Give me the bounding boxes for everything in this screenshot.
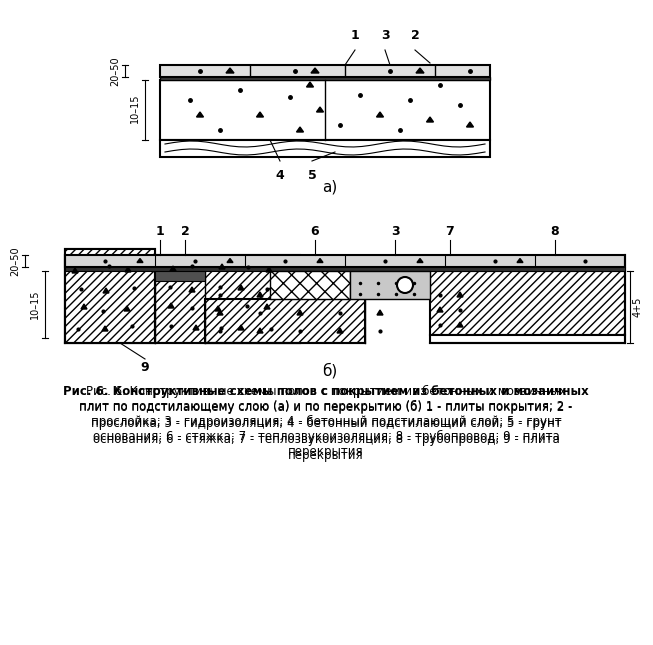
Text: прослойка; 3 - гидроизоляция; 4 - бетонный подстилающий слой; 5 - грунт: прослойка; 3 - гидроизоляция; 4 - бетонн… [91,417,562,430]
Polygon shape [238,285,244,290]
Polygon shape [193,325,199,330]
Polygon shape [416,68,424,73]
Polygon shape [137,259,143,263]
Polygon shape [296,127,304,132]
Polygon shape [72,268,78,273]
Polygon shape [457,292,463,297]
Bar [430,271,625,335]
Polygon shape [426,117,434,122]
Bar [205,299,365,343]
Polygon shape [217,310,223,315]
Bar [160,65,490,77]
Text: 1: 1 [155,225,165,238]
Text: 1: 1 [351,29,359,42]
Bar [155,271,205,281]
Polygon shape [257,112,264,117]
Polygon shape [219,264,225,269]
Text: 7: 7 [445,225,454,238]
Polygon shape [226,68,234,73]
Bar [270,271,350,299]
Text: 9: 9 [140,361,150,374]
Polygon shape [215,306,221,311]
Text: перекрытия: перекрытия [288,449,364,462]
Polygon shape [311,68,319,73]
Text: 3: 3 [390,225,400,238]
Text: 8: 8 [550,225,560,238]
Polygon shape [238,325,244,330]
Text: 4+5: 4+5 [633,297,643,317]
Text: основания; 6 - стяжка; 7 - теплозвукоизоляция; 8 - трубопровод; 9 - плита: основания; 6 - стяжка; 7 - теплозвукоизо… [93,433,560,446]
Polygon shape [103,288,109,293]
Polygon shape [377,112,383,117]
Polygon shape [257,328,263,333]
Polygon shape [417,259,423,263]
Text: Рис. 6. Конструктивные схемы полов с покрытием из бетонных и мозаичных
плит по п: Рис. 6. Конструктивные схемы полов с пок… [79,385,573,459]
Polygon shape [227,259,233,263]
Polygon shape [81,304,87,309]
Polygon shape [125,267,131,272]
Text: 6: 6 [311,225,319,238]
Bar [155,255,300,343]
Bar [350,271,430,299]
Circle shape [397,277,413,293]
Text: а): а) [323,180,338,195]
Polygon shape [124,306,130,311]
Polygon shape [317,107,323,112]
Polygon shape [466,122,473,127]
Polygon shape [102,326,108,331]
Bar [430,335,625,343]
Polygon shape [517,259,523,263]
Text: 10–15: 10–15 [130,94,140,123]
Polygon shape [266,267,272,272]
Text: 5: 5 [308,169,316,182]
Bar [160,77,490,80]
Polygon shape [264,304,270,309]
Polygon shape [257,292,263,297]
Polygon shape [168,303,174,308]
Text: б): б) [323,363,338,379]
Polygon shape [297,310,303,315]
Polygon shape [317,259,323,263]
Text: 3: 3 [381,29,389,42]
Text: Рис. 6. Конструктивные схемы полов с покрытием из бетонных и мозаичных: Рис. 6. Конструктивные схемы полов с пок… [63,385,589,398]
Polygon shape [306,82,313,87]
Polygon shape [377,310,383,315]
Polygon shape [457,322,463,327]
Text: плит по подстилающему слою (а) и по перекрытию (б) 1 - плиты покрытия; 2 -: плит по подстилающему слою (а) и по пере… [79,401,573,414]
Bar [160,140,490,157]
Polygon shape [337,328,343,333]
Bar [160,80,490,140]
Text: 2: 2 [181,225,189,238]
Text: 10–15: 10–15 [30,290,40,319]
Bar [65,255,625,267]
Polygon shape [197,112,204,117]
Bar [65,249,155,343]
Text: 4: 4 [276,169,284,182]
Polygon shape [170,266,176,271]
Text: 20–50: 20–50 [10,246,20,276]
Text: 20–50: 20–50 [110,56,120,86]
Polygon shape [337,292,343,297]
Bar [65,249,155,343]
Bar [65,267,625,271]
Polygon shape [437,307,443,312]
Text: 2: 2 [411,29,419,42]
Polygon shape [189,287,195,292]
